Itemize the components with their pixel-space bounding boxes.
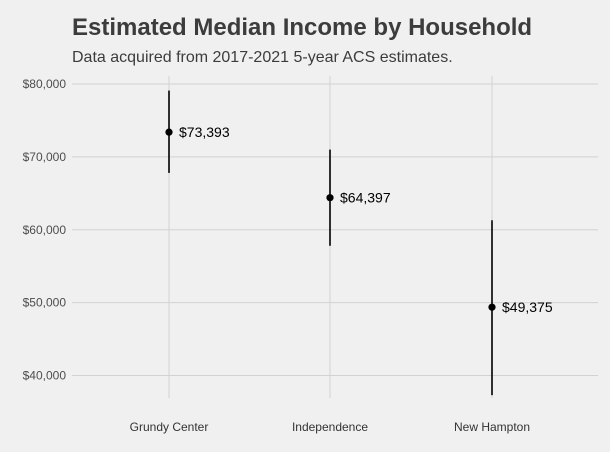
y-tick-label: $40,000 <box>23 369 67 383</box>
data-point <box>165 128 173 136</box>
chart-subtitle: Data acquired from 2017-2021 5-year ACS … <box>72 49 453 66</box>
data-point <box>326 194 334 202</box>
y-tick-label: $80,000 <box>23 77 67 91</box>
y-tick-label: $60,000 <box>23 223 67 237</box>
y-tick-label: $70,000 <box>23 150 67 164</box>
x-tick-label: New Hampton <box>454 420 530 434</box>
chart-title: Estimated Median Income by Household <box>72 14 533 41</box>
x-tick-label: Independence <box>292 420 368 434</box>
data-label: $73,393 <box>179 124 230 140</box>
y-tick-label: $50,000 <box>23 296 67 310</box>
data-label: $49,375 <box>502 299 553 315</box>
x-tick-label: Grundy Center <box>130 420 209 434</box>
data-point <box>488 303 496 311</box>
data-label: $64,397 <box>340 190 391 206</box>
